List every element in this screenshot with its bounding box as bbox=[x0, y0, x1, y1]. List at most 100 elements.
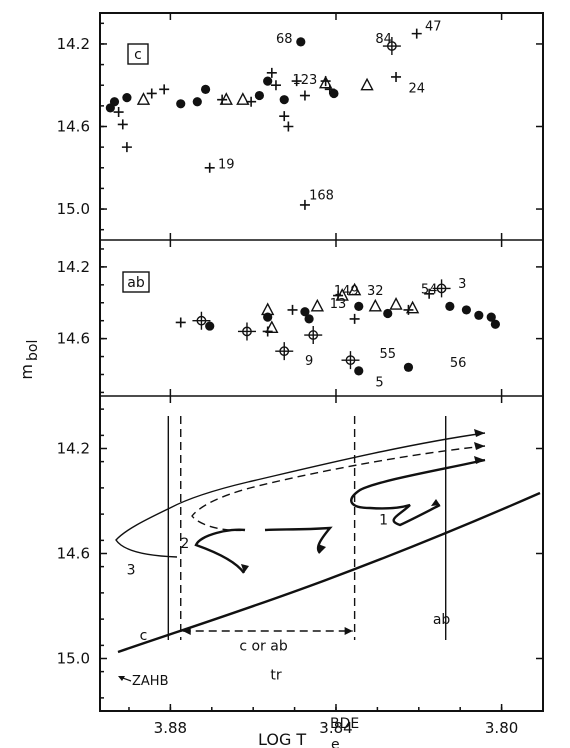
plus-point bbox=[279, 111, 290, 122]
panel-label: c bbox=[134, 47, 142, 63]
tr-arrow-right bbox=[344, 627, 353, 635]
plus-point bbox=[246, 96, 257, 107]
dot-point bbox=[122, 93, 132, 103]
panel-frames bbox=[99, 12, 544, 712]
dot-point bbox=[200, 84, 211, 94]
dot-point bbox=[461, 305, 472, 315]
plot-frame bbox=[99, 12, 544, 712]
axes-text: 3.88 3.84 3.80 LOG T e BDE m bol 14.2 14.6 15.0 14.… bbox=[17, 13, 543, 748]
plus-point bbox=[146, 88, 157, 99]
triangle-point bbox=[261, 302, 275, 316]
plus-point bbox=[117, 119, 128, 130]
star-id-label: 149 bbox=[334, 284, 359, 299]
star-id-label: 47 bbox=[425, 19, 442, 34]
track-3 bbox=[115, 432, 486, 558]
triangle-point bbox=[405, 300, 420, 314]
triangle-point bbox=[265, 320, 279, 334]
track-arrow-head bbox=[241, 564, 249, 573]
plus-point bbox=[287, 304, 298, 315]
star-id-label: 168 bbox=[309, 189, 334, 204]
plus-point bbox=[217, 94, 228, 105]
circle-plus-point bbox=[432, 279, 451, 298]
plus-point bbox=[299, 90, 310, 101]
dot-point bbox=[445, 301, 455, 311]
star-id-label: 19 bbox=[218, 158, 235, 173]
y-axis-label-sub: bol bbox=[25, 340, 41, 361]
track-2-mid bbox=[264, 526, 333, 554]
plus-point bbox=[262, 326, 273, 337]
star-id-label: 56 bbox=[450, 356, 467, 371]
star-id-label: 24 bbox=[408, 81, 425, 96]
plus-point bbox=[270, 80, 281, 91]
dot-point bbox=[490, 319, 500, 329]
y-axis-label: m bol bbox=[17, 340, 41, 380]
y-tick-label: 14.6 bbox=[57, 545, 90, 563]
dot-point bbox=[109, 97, 120, 107]
plus-point bbox=[349, 313, 360, 324]
triangle-point bbox=[389, 297, 403, 310]
track-arrow-head bbox=[474, 429, 485, 437]
track-2-lower bbox=[194, 528, 246, 574]
circle-plus-point bbox=[341, 351, 360, 370]
dot-point bbox=[474, 310, 484, 320]
plus-point bbox=[403, 304, 414, 315]
circle-plus-cross bbox=[341, 351, 360, 370]
dot-point bbox=[354, 301, 364, 311]
plus-point bbox=[204, 162, 215, 173]
circle-plus-cross bbox=[382, 37, 401, 56]
x-tick-label: 3.80 bbox=[485, 719, 518, 737]
y-tick-label: 15.0 bbox=[57, 200, 90, 218]
y-tick-label: 14.2 bbox=[57, 440, 90, 458]
dot-point bbox=[205, 321, 215, 331]
panel-label: ab bbox=[127, 275, 145, 291]
triangle-point bbox=[136, 92, 151, 105]
panel-tracks: c c or ab tr ab 1 2 3 ZAHB bbox=[115, 416, 541, 689]
plus-point bbox=[291, 76, 302, 87]
track-arrow-head bbox=[474, 442, 485, 450]
dot-point bbox=[300, 307, 310, 317]
triangle-point bbox=[236, 92, 250, 105]
star-id-label: 123 bbox=[293, 73, 318, 88]
circle-plus-cross bbox=[275, 342, 294, 361]
plus-point bbox=[411, 28, 422, 39]
dot-point bbox=[383, 308, 393, 319]
circle-plus-point bbox=[237, 322, 256, 341]
plus-point bbox=[333, 290, 344, 301]
star-id-label: 32 bbox=[367, 284, 384, 299]
plus-point bbox=[159, 84, 170, 95]
plus-point bbox=[424, 288, 435, 299]
x-axis-label-sub: e bbox=[331, 737, 340, 748]
region-label: 1 bbox=[379, 512, 388, 528]
plus-point bbox=[283, 121, 294, 132]
dot-point bbox=[176, 99, 186, 109]
panel-label-box bbox=[127, 43, 149, 65]
triangle-point bbox=[347, 282, 362, 296]
panel-ab: ab 149 32 13 54 3 9 55 56 5 bbox=[122, 271, 500, 391]
panel-label-box bbox=[122, 271, 150, 293]
triangle-point bbox=[318, 75, 333, 89]
circle-plus-cross bbox=[237, 322, 256, 341]
track-1 bbox=[350, 458, 486, 527]
track-arrow-head bbox=[431, 499, 440, 506]
region-label: tr bbox=[270, 667, 281, 683]
plus-point bbox=[324, 84, 335, 95]
dot-point bbox=[192, 97, 202, 107]
track-2-upper bbox=[191, 445, 486, 532]
plus-point bbox=[299, 199, 310, 210]
track-arrow-head bbox=[318, 544, 326, 553]
zahb-label: ZAHB bbox=[132, 674, 169, 689]
region-label: c or ab bbox=[239, 638, 287, 654]
region-label: 2 bbox=[180, 536, 189, 552]
region-label: c bbox=[140, 628, 148, 644]
dot-point bbox=[486, 312, 496, 322]
circle-plus-cross bbox=[432, 279, 451, 298]
dot-point bbox=[263, 76, 273, 86]
star-id-label: 13 bbox=[330, 297, 347, 312]
y-tick-label: 15.0 bbox=[57, 650, 90, 668]
plus-point bbox=[175, 317, 186, 328]
dot-point bbox=[279, 95, 289, 105]
region-label: ab bbox=[433, 612, 451, 628]
y-tick-label: 14.6 bbox=[57, 330, 90, 348]
dot-point bbox=[403, 362, 414, 372]
circle-plus-point bbox=[275, 342, 294, 361]
